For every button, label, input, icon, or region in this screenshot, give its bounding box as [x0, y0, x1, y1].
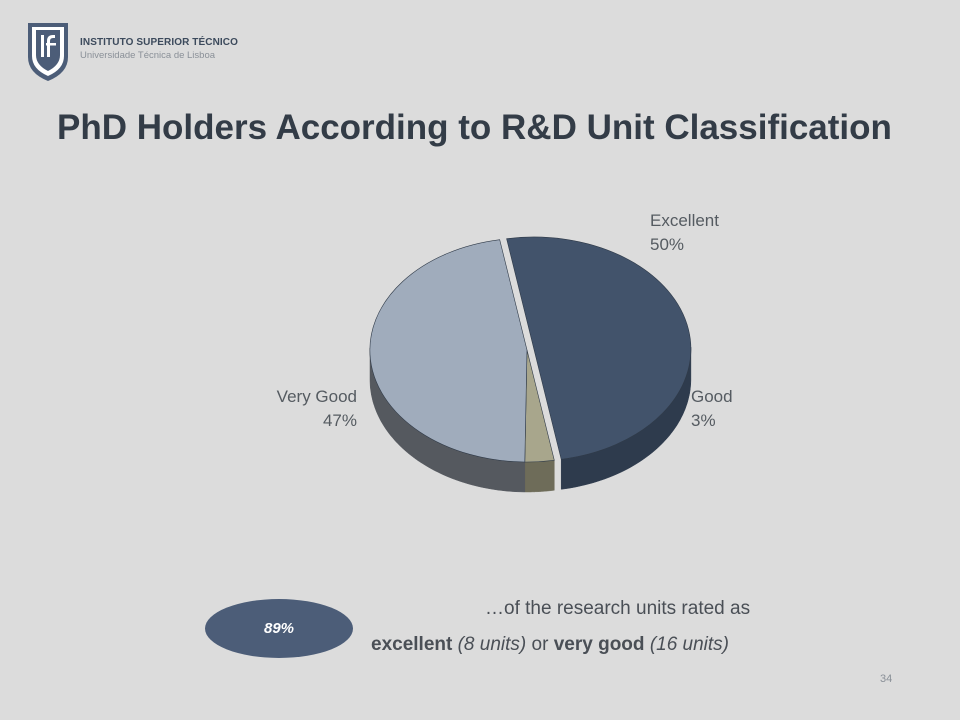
summary-or: or: [531, 634, 549, 655]
pie-value-very-good: 47%: [323, 411, 357, 430]
institution-name: INSTITUTO SUPERIOR TÉCNICO: [80, 37, 238, 48]
pie-label-very-good: Very Good: [277, 387, 357, 406]
pie-slice-very-good: [369, 239, 528, 463]
pie-value-good: 3%: [691, 411, 716, 430]
pie-value-excellent: 50%: [650, 235, 684, 254]
summary-excellent: excellent: [371, 634, 453, 655]
summary-excellent-count: (8 units): [457, 634, 527, 655]
page-title: PhD Holders According to R&D Unit Classi…: [57, 108, 892, 147]
summary-very-good-count: (16 units): [649, 634, 730, 655]
percentage-badge-value: 89%: [263, 620, 295, 637]
ist-logo-icon: [28, 23, 68, 81]
pie-slice-excellent: [506, 236, 692, 460]
pie-side-good-0: [524, 460, 555, 493]
summary-line-1: …of the research units rated as: [485, 598, 751, 619]
summary-line-2: excellent (8 units) or very good (16 uni…: [371, 634, 729, 656]
summary-very-good: very good: [553, 634, 645, 655]
pie-label-good: Good: [691, 387, 733, 406]
page-number: 34: [880, 673, 893, 685]
university-name: Universidade Técnica de Lisboa: [80, 50, 216, 61]
percentage-badge: 89%: [205, 599, 353, 658]
pie-label-excellent: Excellent: [650, 211, 719, 230]
